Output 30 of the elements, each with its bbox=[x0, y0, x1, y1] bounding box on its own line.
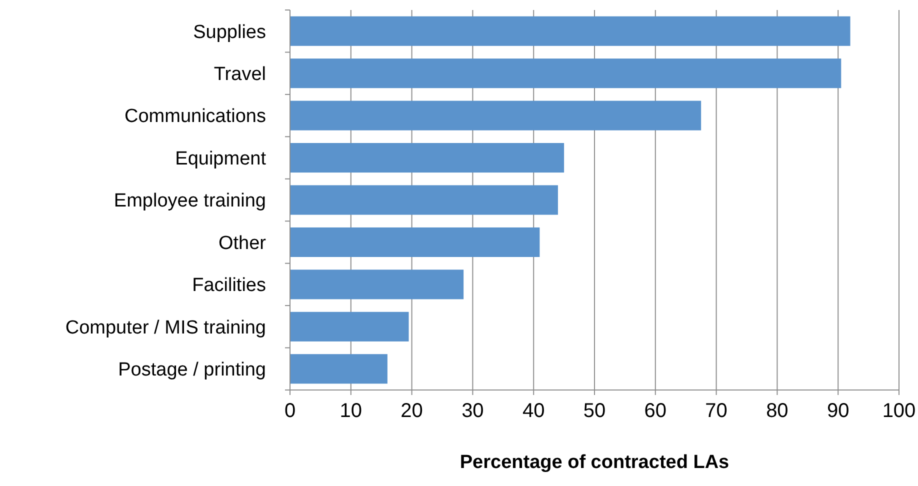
x-tick-label: 90 bbox=[826, 400, 850, 422]
y-tick-label: Facilities bbox=[192, 275, 266, 296]
x-tick-label: 50 bbox=[583, 400, 606, 422]
x-tick-label: 80 bbox=[766, 400, 788, 422]
x-tick-label: 60 bbox=[644, 400, 667, 422]
bar bbox=[290, 270, 464, 300]
x-tick-label: 0 bbox=[284, 400, 296, 422]
x-tick-label: 100 bbox=[882, 400, 916, 422]
y-tick-label: Supplies bbox=[193, 22, 266, 43]
y-tick-label: Postage / printing bbox=[118, 360, 266, 381]
y-tick-label: Computer / MIS training bbox=[65, 317, 266, 338]
y-tick-label: Travel bbox=[214, 64, 266, 85]
y-tick-label: Equipment bbox=[175, 148, 267, 170]
y-tick-label: Employee training bbox=[114, 190, 266, 212]
bar bbox=[290, 227, 540, 257]
bar bbox=[290, 143, 564, 173]
bar bbox=[290, 100, 702, 130]
x-tick-label: 30 bbox=[462, 400, 484, 422]
y-tick-label: Other bbox=[218, 232, 267, 254]
x-tick-label: 70 bbox=[705, 400, 728, 422]
bar bbox=[290, 185, 558, 215]
bar bbox=[290, 58, 842, 88]
x-tick-label: 20 bbox=[400, 400, 423, 422]
x-axis-title: Percentage of contracted LAs bbox=[460, 452, 730, 473]
y-tick-label: Communications bbox=[124, 106, 266, 128]
bar bbox=[290, 354, 388, 384]
bar bbox=[290, 16, 850, 46]
bar bbox=[290, 312, 409, 342]
x-tick-label: 10 bbox=[340, 400, 362, 422]
x-tick-label: 40 bbox=[522, 400, 545, 422]
